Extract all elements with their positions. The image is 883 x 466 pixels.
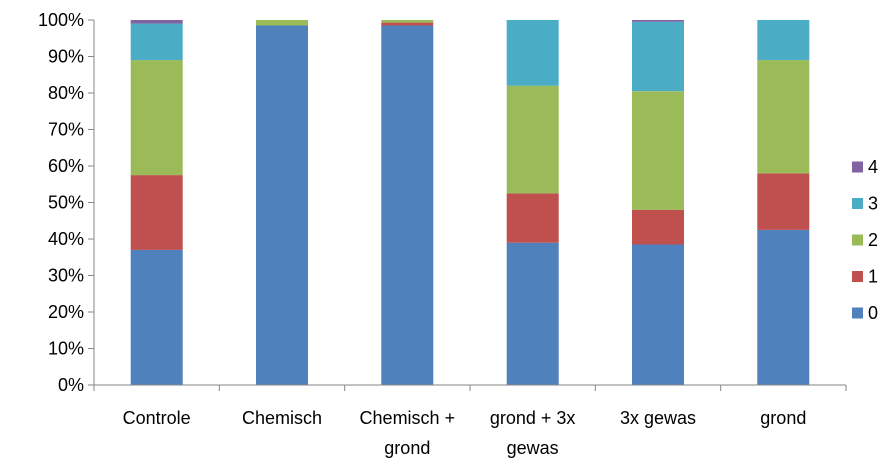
x-tick-label: grond + 3x gewas (490, 408, 576, 458)
legend-label-3: 3 (868, 194, 878, 214)
legend: 4 3 2 1 0 (852, 157, 878, 323)
bar-segment-series-2-cat-0 (130, 60, 183, 176)
bar-segment-series-0-cat-3 (506, 242, 559, 385)
y-tick-label: 80% (48, 83, 84, 103)
bars-layer (130, 20, 810, 385)
legend-label-1: 1 (868, 267, 878, 287)
x-tick-label-line: 3x gewas (620, 408, 696, 428)
x-tick-label-line: Chemisch (242, 408, 322, 428)
y-tick-label: 60% (48, 156, 84, 176)
legend-swatch-4 (852, 161, 863, 173)
y-tick-label: 40% (48, 229, 84, 249)
legend-swatch-3 (852, 198, 863, 209)
x-tick-label: Chemisch (242, 408, 322, 428)
bar-segment-series-0-cat-1 (256, 25, 308, 385)
y-tick-label: 50% (48, 193, 84, 213)
y-tick-label: 30% (48, 266, 84, 286)
legend-swatch-1 (852, 271, 863, 282)
bar-segment-series-3-cat-5 (757, 20, 810, 61)
x-tick-label-line: gewas (507, 438, 559, 458)
x-tick-label-line: grond + 3x (490, 408, 576, 428)
bar-segment-series-1-cat-5 (757, 173, 810, 230)
bar-segment-series-0-cat-4 (632, 244, 684, 385)
bar-segment-series-2-cat-1 (256, 20, 308, 26)
bar-segment-series-4-cat-0 (130, 20, 183, 24)
bar-segment-series-1-cat-4 (632, 209, 684, 245)
x-tick-label: grond (760, 408, 806, 428)
legend-swatch-0 (852, 307, 863, 319)
bar-segment-series-1-cat-3 (506, 193, 559, 243)
bar-segment-series-2-cat-2 (381, 20, 434, 23)
bar-segment-series-0-cat-5 (757, 229, 810, 385)
x-tick-label: Chemisch + grond (360, 408, 456, 458)
legend-label-0: 0 (868, 303, 878, 323)
y-tick-label: 10% (48, 339, 84, 359)
y-tick-label: 20% (48, 302, 84, 322)
bar-segment-series-1-cat-2 (381, 22, 434, 26)
bar-segment-series-3-cat-0 (130, 23, 183, 61)
x-tick-label-line: Controle (123, 408, 191, 428)
x-tick-label-line: grond (384, 438, 430, 458)
y-tick-label: 90% (48, 47, 84, 67)
bar-segment-series-0-cat-0 (130, 249, 183, 385)
x-tick-label-line: Chemisch + (360, 408, 456, 428)
bar-segment-series-3-cat-4 (632, 21, 684, 92)
x-tick-label: Controle (123, 408, 191, 428)
bar-segment-series-1-cat-0 (130, 175, 183, 250)
bar-segment-series-2-cat-5 (757, 60, 810, 174)
bar-segment-series-2-cat-3 (506, 85, 559, 194)
bar-segment-series-2-cat-4 (632, 91, 684, 210)
legend-label-4: 4 (868, 157, 878, 177)
bar-segment-series-3-cat-3 (506, 20, 559, 86)
bar-segment-series-0-cat-2 (381, 25, 434, 385)
axes-layer: 0% 10% 20% 30% 40% 50% 60% 70% 80% 90% 100% Control… (38, 10, 847, 458)
x-tick-label: 3x gewas (620, 408, 696, 428)
bar-segment-series-4-cat-4 (632, 20, 684, 22)
y-tick-label: 0% (58, 375, 84, 395)
y-tick-label: 100% (38, 10, 84, 30)
y-tick-label: 70% (48, 120, 84, 140)
x-tick-label-line: grond (760, 408, 806, 428)
legend-label-2: 2 (868, 230, 878, 250)
legend-swatch-2 (852, 234, 863, 246)
